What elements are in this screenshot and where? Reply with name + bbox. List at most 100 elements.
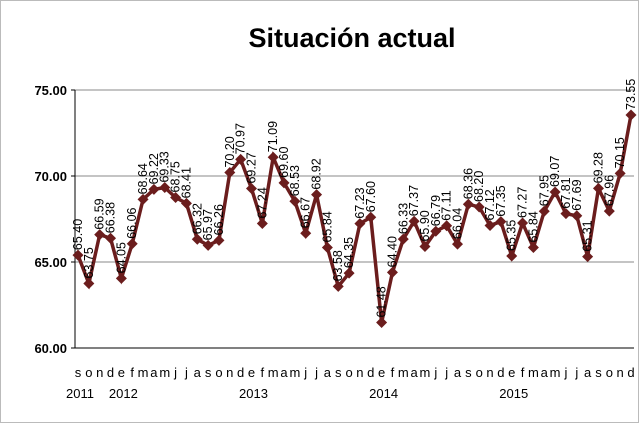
x-tick-label: n [96,365,103,380]
x-tick-label: m [138,365,149,380]
data-point [72,249,84,261]
data-label: 67.27 [516,187,530,218]
data-point [484,220,496,232]
x-tick-label: o [476,365,483,380]
data-point [256,217,268,229]
data-point [213,234,225,246]
x-tick-label: s [595,365,602,380]
data-point [560,208,572,220]
data-label: 65.35 [505,220,519,251]
data-point [462,198,474,210]
data-line [76,114,633,323]
data-point [397,233,409,245]
data-point [148,183,160,195]
data-point [170,192,182,203]
x-tick-label: m [528,365,539,380]
data-point [115,272,127,284]
data-label: 69.28 [591,152,605,183]
data-label: 63.75 [82,247,96,278]
year-label: 2014 [369,386,398,401]
data-label: 65.40 [71,219,85,250]
data-label: 67.35 [494,185,508,216]
data-point [267,151,279,163]
x-tick-label: n [226,365,233,380]
data-label: 64.35 [342,237,356,268]
data-label: 67.37 [407,185,421,216]
data-label: 63.58 [331,250,345,281]
data-label: 66.38 [104,202,118,233]
x-tick-label: j [574,365,578,380]
x-tick-label: f [391,365,395,380]
data-point [441,220,453,232]
x-tick-label: m [159,365,170,380]
data-label: 70.20 [223,136,237,167]
x-tick-label: e [118,365,125,380]
data-label: 69.07 [548,156,562,187]
x-tick-label: d [497,365,504,380]
data-point [321,242,333,254]
data-label: 68.92 [310,158,324,189]
data-point [527,242,539,254]
data-point [365,211,377,223]
x-tick-label: f [521,365,525,380]
data-point [191,233,203,245]
year-label: 2015 [499,386,528,401]
data-point [495,216,507,228]
data-label: 65.84 [320,211,334,242]
x-tick-label: a [280,365,288,380]
data-point [137,193,149,205]
y-tick-label: 70.00 [34,169,67,184]
data-point [408,215,420,227]
data-point [603,205,615,217]
x-tick-label: s [465,365,472,380]
y-tick-label: 65.00 [34,255,67,270]
data-point [224,167,236,179]
data-label: 66.04 [451,208,465,239]
data-label: 67.23 [353,187,367,218]
x-tick-label: s [75,365,82,380]
x-tick-label: d [237,365,244,380]
data-label: 66.67 [299,197,313,228]
data-point [549,186,561,198]
x-tick-label: a [411,365,419,380]
data-label: 65.84 [526,211,540,242]
data-label: 68.75 [169,161,183,192]
x-tick-label: j [303,365,307,380]
data-label: 67.96 [602,175,616,206]
data-label: 69.60 [277,147,291,178]
data-label: 69.27 [244,152,258,183]
data-point [376,317,388,329]
data-label: 68.64 [136,163,150,194]
data-point [354,218,366,230]
data-point [430,225,442,237]
data-label: 67.81 [559,177,573,208]
x-tick-label: m [398,365,409,380]
x-tick-label: j [173,365,177,380]
data-point [180,197,192,209]
data-point [419,241,431,253]
y-tick-label: 75.00 [34,83,67,98]
data-point [126,238,138,250]
data-point [592,182,604,194]
data-label: 67.11 [440,190,454,220]
x-tick-label: d [367,365,374,380]
data-point [452,238,464,250]
year-label: 2013 [239,386,268,401]
data-point [506,250,518,262]
x-tick-label: d [107,365,114,380]
x-tick-label: a [584,365,592,380]
x-tick-label: j [433,365,437,380]
x-tick-label: o [345,365,352,380]
x-tick-label: m [420,365,431,380]
x-tick-label: e [248,365,255,380]
data-label: 68.41 [179,167,193,198]
data-label: 67.24 [255,187,269,218]
data-label: 69.33 [158,151,172,182]
data-label: 64.05 [114,242,128,273]
data-label: 68.20 [472,171,486,202]
chart-title: Situación actual [248,23,455,53]
year-label: 2012 [109,386,138,401]
data-point [105,232,117,244]
data-point [332,280,344,292]
